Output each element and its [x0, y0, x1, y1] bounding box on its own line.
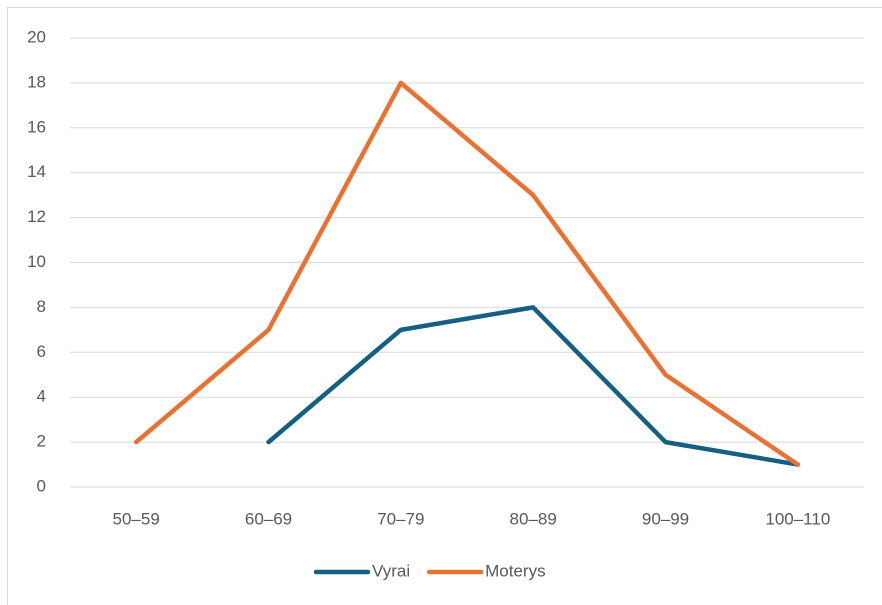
y-tick-label: 14: [27, 162, 46, 181]
x-tick-label: 70–79: [377, 509, 424, 528]
y-tick-label: 6: [37, 342, 46, 361]
y-tick-label: 4: [37, 387, 46, 406]
y-tick-label: 20: [27, 27, 46, 46]
y-tick-label: 12: [27, 207, 46, 226]
x-tick-label: 100–110: [765, 509, 830, 528]
series-line: [266, 305, 801, 467]
y-tick-label: 10: [27, 252, 46, 271]
series-line: [133, 80, 801, 467]
y-tick-label: 8: [37, 297, 46, 316]
y-tick-label: 2: [37, 432, 46, 451]
x-tick-label: 60–69: [245, 509, 292, 528]
legend-label: Vyrai: [372, 561, 410, 580]
x-tick-label: 90–99: [642, 509, 689, 528]
chart-border: [7, 7, 882, 605]
y-tick-label: 16: [27, 117, 46, 136]
legend-label: Moterys: [485, 561, 545, 580]
y-tick-label: 0: [37, 476, 46, 495]
x-tick-label: 50–59: [113, 509, 160, 528]
x-tick-label: 80–89: [510, 509, 557, 528]
y-tick-label: 18: [27, 72, 46, 91]
